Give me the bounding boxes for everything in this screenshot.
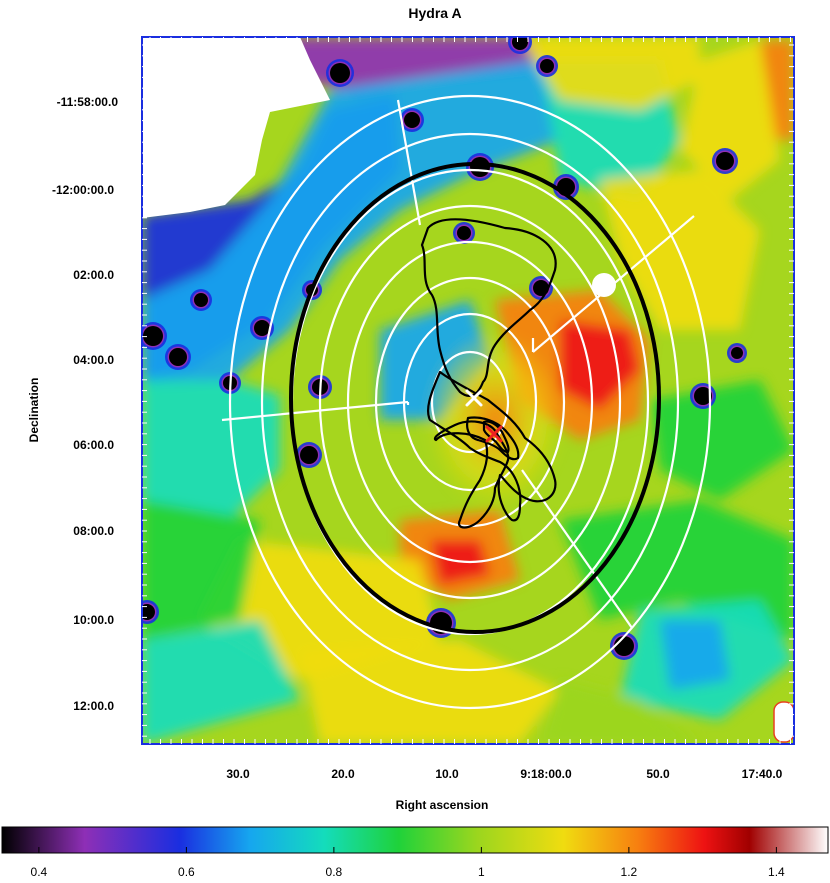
y-tick-label: 08:00.0 xyxy=(73,524,114,538)
white-x-marker xyxy=(465,389,483,407)
outer-black-ellipse xyxy=(289,162,661,634)
y-tick-label: 02:00.0 xyxy=(73,268,114,282)
sector-divider xyxy=(521,469,633,629)
point-source xyxy=(404,112,420,128)
x-tick-label: 20.0 xyxy=(331,767,355,781)
colorbar-tick-label: 1.2 xyxy=(621,865,638,879)
masked-source xyxy=(592,273,616,297)
colorbar-tick-label: 1.4 xyxy=(768,865,785,879)
point-source xyxy=(457,226,471,240)
point-source xyxy=(143,326,163,346)
y-tick-label: 06:00.0 xyxy=(73,438,114,452)
annulus-ring xyxy=(318,204,622,600)
red-x-marker xyxy=(485,425,503,443)
x-tick-label: 10.0 xyxy=(435,767,459,781)
annulus-ring xyxy=(228,94,712,710)
point-source xyxy=(300,446,318,464)
x-tick-label: 30.0 xyxy=(226,767,250,781)
annulus-ring xyxy=(346,240,594,564)
y-tick-label: -11:58:00.0 xyxy=(57,95,119,109)
temperature-map xyxy=(142,37,794,744)
annulus-ring xyxy=(430,350,510,454)
masked-region-corner xyxy=(773,701,794,743)
point-source xyxy=(330,63,350,83)
point-source xyxy=(614,636,634,656)
point-source xyxy=(540,59,554,73)
point-source xyxy=(533,280,549,296)
chart-title: Hydra A xyxy=(408,5,461,21)
point-source xyxy=(254,320,270,336)
colorbar xyxy=(1,826,829,854)
y-tick-label: 10:00.0 xyxy=(73,613,114,627)
y-axis-label: Declination xyxy=(27,378,41,443)
sector-divider xyxy=(532,215,695,353)
y-tick-label: -12:00:00.0 xyxy=(52,183,114,197)
x-tick-label: 50.0 xyxy=(646,767,670,781)
point-source xyxy=(731,347,743,359)
point-source xyxy=(716,152,734,170)
colorbar-tick-label: 1 xyxy=(478,865,485,879)
point-source xyxy=(470,157,490,177)
colorbar-tick-label: 0.6 xyxy=(178,865,195,879)
y-tick-label: 04:00.0 xyxy=(73,353,114,367)
point-source xyxy=(512,37,528,50)
radio-contours xyxy=(420,218,557,529)
point-source xyxy=(694,387,712,405)
point-source xyxy=(142,604,155,620)
y-tick-label: 12:00.0 xyxy=(73,699,114,713)
sector-divider xyxy=(221,400,409,422)
colorbar-tick-label: 0.4 xyxy=(31,865,48,879)
masked-region xyxy=(142,37,330,218)
point-source xyxy=(169,348,187,366)
x-tick-label: 17:40.0 xyxy=(742,767,783,781)
x-axis-label: Right ascension xyxy=(396,798,489,812)
colorbar-tick-label: 0.8 xyxy=(326,865,343,879)
annulus-ring xyxy=(260,132,680,672)
sector-divider xyxy=(396,99,422,226)
point-source xyxy=(194,293,208,307)
x-tick-label: 9:18:00.0 xyxy=(520,767,572,781)
